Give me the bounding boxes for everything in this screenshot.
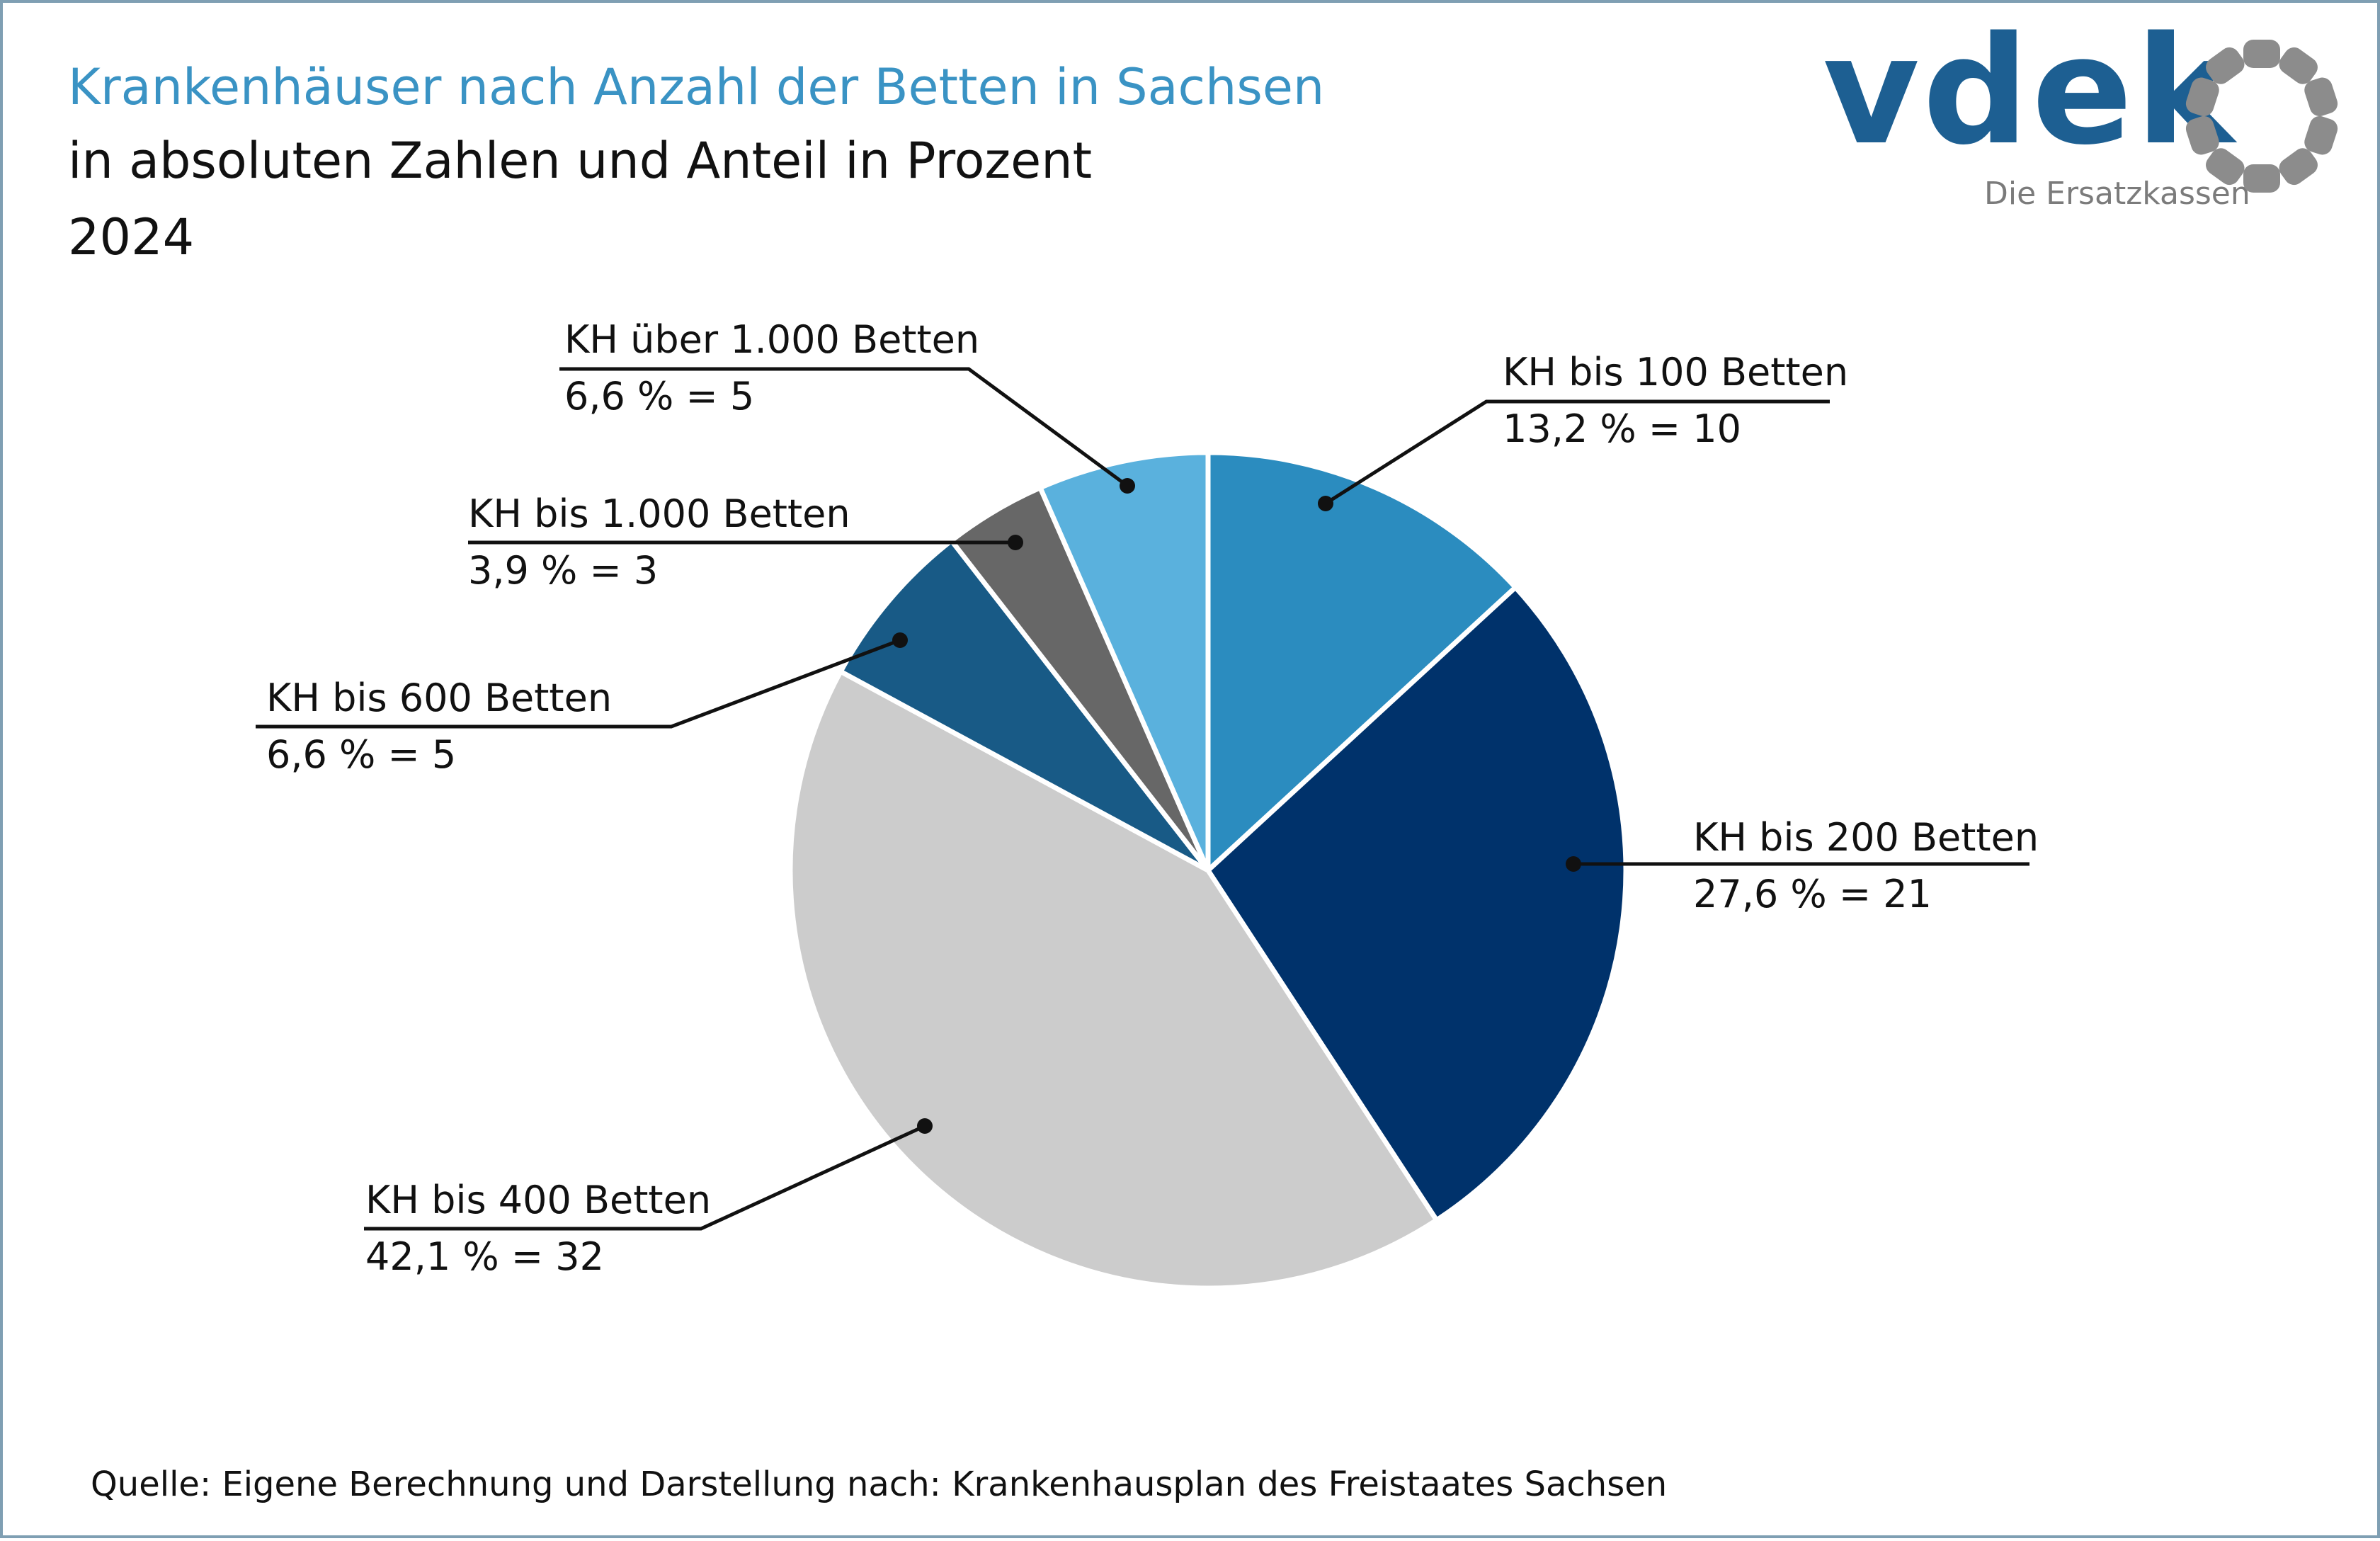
slice-label-kh-bis-1-000-betten: KH bis 1.000 Betten 3,9 % = 3 (468, 491, 1023, 593)
slice-value-label: 6,6 % = 5 (564, 374, 754, 419)
logo-tagline: Die Ersatzkassen (1984, 176, 2250, 212)
slice-value-label: 42,1 % = 32 (365, 1234, 604, 1279)
logo-ring-dot (2243, 164, 2280, 193)
leader-dot (1008, 535, 1023, 550)
logo-ring-dot (2304, 115, 2338, 155)
logo-ring-dot (2185, 77, 2219, 117)
leader-dot (1318, 496, 1333, 511)
slice-value-label: 27,6 % = 21 (1693, 872, 1932, 916)
leader-line (364, 1124, 926, 1231)
slice-value-label: 13,2 % = 10 (1503, 406, 1741, 451)
leader-line (559, 367, 1129, 488)
leader-dot (917, 1118, 933, 1134)
pie-slice-kh-bis-100-betten (1205, 450, 1518, 873)
logo-wordmark: vdek (1823, 4, 2238, 178)
slice-category-label: KH bis 400 Betten (365, 1178, 711, 1222)
logo-ring-dot (2243, 40, 2280, 68)
leader-line (1324, 399, 1830, 506)
slice-label-kh-bis-200-betten: KH bis 200 Betten 27,6 % = 21 (1566, 815, 2039, 916)
slice-label-kh-bis-100-betten: KH bis 100 Betten 13,2 % = 10 (1318, 350, 1848, 511)
pie-slice-kh-bis-400-betten (787, 669, 1440, 1291)
pie-slice-kh-ber-1-000-betten (1037, 450, 1211, 873)
leader-dot (1566, 856, 1581, 872)
vdek-logo: vdek Die Ersatzkassen (1823, 17, 2347, 215)
slice-category-label: KH bis 200 Betten (1693, 815, 2039, 860)
slice-label-kh-ber-1-000-betten: KH über 1.000 Betten 6,6 % = 5 (559, 317, 1135, 494)
logo-ring-dot (2206, 148, 2245, 186)
leader-line (256, 638, 901, 729)
leader-dot (892, 632, 908, 648)
ring-of-dots-logo-icon (2185, 40, 2338, 193)
pie-chart: KH bis 100 Betten 13,2 % = 10 KH bis 200 B… (256, 317, 2039, 1291)
pie-slice-kh-bis-200-betten (1205, 584, 1629, 1223)
slice-label-kh-bis-600-betten: KH bis 600 Betten 6,6 % = 5 (256, 632, 908, 777)
chart-title: Krankenhäuser nach Anzahl der Betten in … (68, 58, 1325, 116)
logo-ring-dot (2206, 47, 2245, 84)
logo-ring-dot (2279, 148, 2318, 186)
logo-ring-dot (2185, 115, 2219, 155)
slice-category-label: KH bis 100 Betten (1503, 350, 1848, 394)
slice-value-label: 6,6 % = 5 (266, 732, 456, 777)
slice-category-label: KH bis 1.000 Betten (468, 491, 850, 536)
chart-subtitle: in absoluten Zahlen und Anteil in Prozen… (68, 132, 1093, 190)
slice-category-label: KH bis 600 Betten (266, 676, 612, 720)
slice-category-label: KH über 1.000 Betten (564, 317, 979, 362)
chart-year: 2024 (68, 208, 195, 266)
logo-ring-dot (2279, 47, 2318, 84)
logo-ring-dot (2304, 77, 2338, 117)
slice-label-kh-bis-400-betten: KH bis 400 Betten 42,1 % = 32 (364, 1118, 933, 1279)
source-note: Quelle: Eigene Berechnung und Darstellun… (91, 1465, 1668, 1504)
slice-value-label: 3,9 % = 3 (468, 548, 658, 593)
leader-dot (1120, 478, 1135, 494)
